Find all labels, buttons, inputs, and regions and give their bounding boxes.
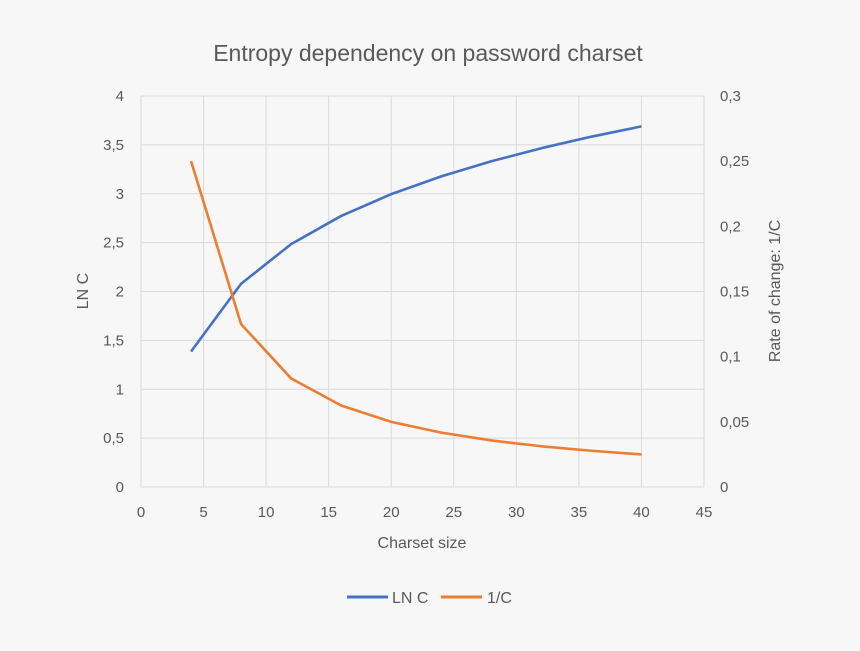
series-line-1-c (191, 161, 641, 454)
y-tick-label: 0,5 (103, 430, 124, 447)
y2-tick-label: 0,3 (720, 88, 741, 105)
y-tick-label: 2 (116, 284, 124, 301)
y-tick-label: 2,5 (103, 235, 124, 252)
y-tick-label: 3,5 (103, 137, 124, 154)
x-tick-label: 5 (199, 504, 207, 521)
x-tick-label: 20 (383, 504, 400, 521)
x-tick-label: 45 (696, 504, 713, 521)
y-axis-label: LN C (75, 273, 92, 309)
y-tick-label: 3 (116, 186, 124, 203)
y-tick-label: 0 (116, 479, 124, 496)
x-tick-label: 30 (508, 504, 525, 521)
legend-label-1-c: 1/C (487, 590, 512, 607)
y-tick-label: 1 (116, 381, 124, 398)
y2-tick-label: 0,2 (720, 218, 741, 235)
chart-title: Entropy dependency on password charset (213, 40, 643, 66)
series-line-ln-c (191, 126, 641, 351)
x-tick-label: 40 (633, 504, 650, 521)
x-tick-label: 25 (445, 504, 462, 521)
y2-tick-label: 0 (720, 479, 728, 496)
legend-label-ln-c: LN C (392, 590, 428, 607)
x-tick-label: 0 (137, 504, 145, 521)
y2-tick-label: 0,05 (720, 414, 749, 431)
y2-axis-label: Rate of change: 1/C (767, 220, 784, 362)
y2-tick-label: 0,25 (720, 153, 749, 170)
y2-tick-label: 0,15 (720, 284, 749, 301)
legend: LN C 1/C (347, 590, 512, 607)
x-tick-label: 10 (258, 504, 275, 521)
x-tick-label: 35 (571, 504, 588, 521)
x-tick-label: 15 (320, 504, 337, 521)
y-tick-label: 4 (116, 88, 124, 105)
series-lines (191, 126, 642, 454)
y2-tick-label: 0,1 (720, 349, 741, 366)
x-axis-label: Charset size (378, 535, 467, 552)
y-tick-label: 1,5 (103, 332, 124, 349)
